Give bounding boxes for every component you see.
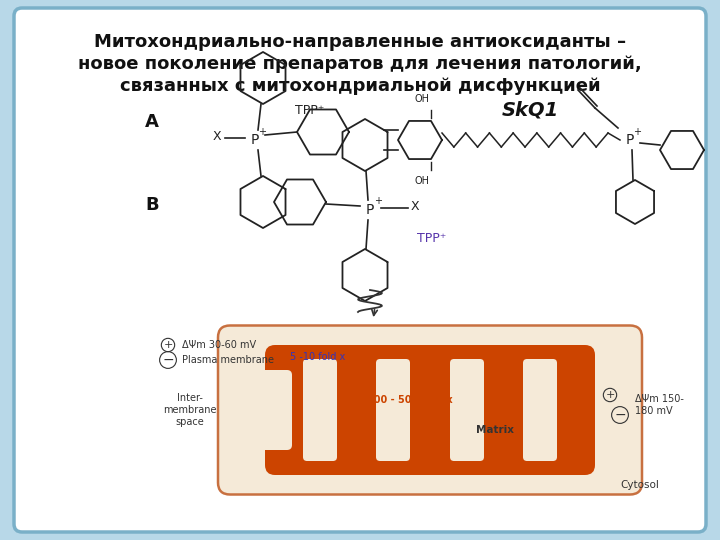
Text: −: − xyxy=(162,353,174,367)
Text: Plasma membrane: Plasma membrane xyxy=(182,355,274,365)
Text: связанных с митохондриальной дисфункцией: связанных с митохондриальной дисфункцией xyxy=(120,77,600,95)
Text: OH: OH xyxy=(415,94,430,104)
Text: +: + xyxy=(374,196,382,206)
FancyBboxPatch shape xyxy=(303,359,337,461)
Text: P: P xyxy=(626,133,634,147)
Text: SkQ1: SkQ1 xyxy=(501,100,559,119)
Text: ΔΨm 150-
180 mV: ΔΨm 150- 180 mV xyxy=(635,394,684,416)
Text: Inter-
membrane
space: Inter- membrane space xyxy=(163,393,217,427)
Text: новое поколение препаратов для лечения патологий,: новое поколение препаратов для лечения п… xyxy=(78,55,642,73)
Text: ΔΨm 30-60 mV: ΔΨm 30-60 mV xyxy=(182,340,256,350)
Text: X: X xyxy=(212,131,221,144)
Text: TPP⁺: TPP⁺ xyxy=(295,104,325,117)
Text: +: + xyxy=(163,340,173,350)
Text: Matrix: Matrix xyxy=(476,425,514,435)
Text: OH: OH xyxy=(415,176,430,186)
FancyBboxPatch shape xyxy=(376,359,410,461)
Text: +: + xyxy=(633,127,641,137)
Text: +: + xyxy=(258,127,266,137)
Text: A: A xyxy=(145,113,159,131)
FancyBboxPatch shape xyxy=(218,326,642,495)
Text: −: − xyxy=(614,408,626,422)
Text: P: P xyxy=(366,203,374,217)
Text: Cytosol: Cytosol xyxy=(621,480,660,490)
Text: B: B xyxy=(145,196,159,214)
Text: TPP⁺: TPP⁺ xyxy=(418,232,446,245)
Text: P: P xyxy=(251,133,259,147)
Text: X: X xyxy=(410,200,419,213)
FancyBboxPatch shape xyxy=(265,345,595,475)
Text: Митохондриально-направленные антиоксиданты –: Митохондриально-направленные антиоксидан… xyxy=(94,33,626,51)
Text: +: + xyxy=(606,390,615,400)
FancyBboxPatch shape xyxy=(14,8,706,532)
FancyBboxPatch shape xyxy=(523,359,557,461)
Text: 5 -10 fold x: 5 -10 fold x xyxy=(290,352,346,362)
Text: 100 - 500 fold x: 100 - 500 fold x xyxy=(367,395,453,405)
FancyBboxPatch shape xyxy=(450,359,484,461)
FancyBboxPatch shape xyxy=(260,370,292,450)
